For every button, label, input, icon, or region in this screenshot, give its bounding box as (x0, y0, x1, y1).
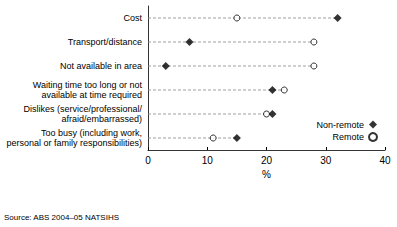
svg-text:Dislikes (service/professional: Dislikes (service/professional/ (23, 104, 142, 114)
svg-text:afraid/embarrassed): afraid/embarrassed) (61, 114, 142, 124)
svg-text:Too busy (including work,: Too busy (including work, (41, 128, 142, 138)
svg-text:Remote: Remote (332, 132, 364, 142)
svg-text:30: 30 (320, 155, 332, 166)
svg-text:Not available in area: Not available in area (60, 61, 142, 71)
svg-text:Transport/distance: Transport/distance (68, 37, 142, 47)
svg-text:Source: ABS 2004–05 NATSIHS: Source: ABS 2004–05 NATSIHS (4, 213, 119, 222)
svg-text:available at time required: available at time required (41, 90, 142, 100)
svg-text:0: 0 (145, 155, 151, 166)
svg-text:40: 40 (379, 155, 391, 166)
svg-text:personal or family responsibil: personal or family responsibilities) (6, 138, 142, 148)
svg-text:%: % (262, 169, 271, 180)
svg-text:Non-remote: Non-remote (316, 120, 364, 130)
svg-text:Waiting time too long or not: Waiting time too long or not (33, 80, 143, 90)
svg-text:Cost: Cost (123, 13, 142, 23)
svg-text:20: 20 (261, 155, 273, 166)
svg-text:10: 10 (202, 155, 214, 166)
